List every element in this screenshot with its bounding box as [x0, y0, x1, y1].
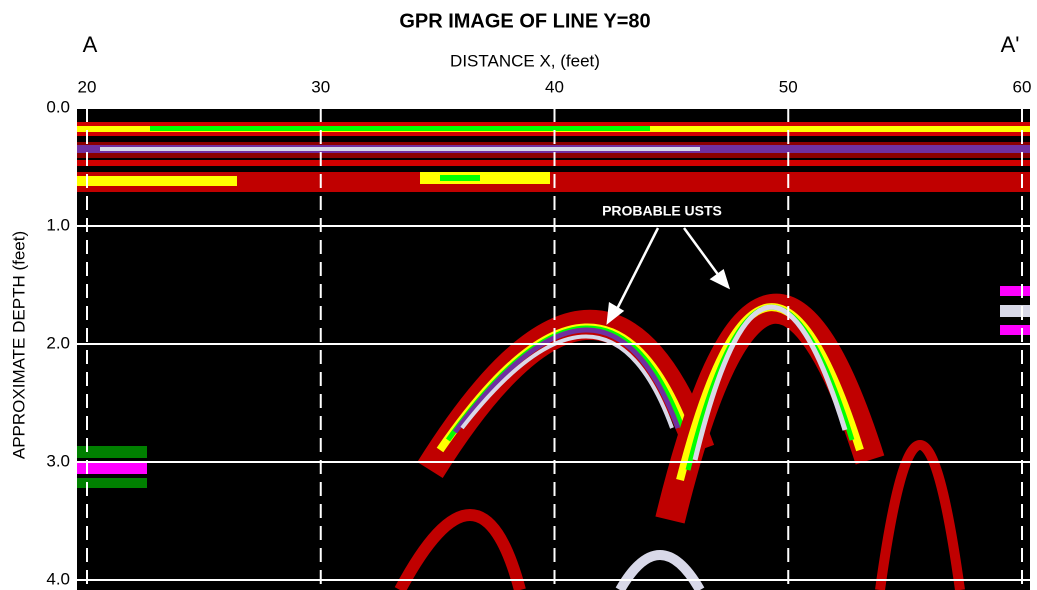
x-axis-label: DISTANCE X, (feet) — [450, 51, 600, 70]
section-label: A — [83, 32, 98, 57]
x-tick-label: 40 — [545, 77, 564, 96]
y-tick-label: 1.0 — [46, 215, 70, 234]
y-tick-label: 0.0 — [46, 97, 70, 116]
y-tick-label: 4.0 — [46, 569, 70, 588]
x-tick-label: 20 — [78, 77, 97, 96]
y-axis-label: APPROXIMATE DEPTH (feet) — [9, 231, 28, 459]
annotation: PROBABLE USTS — [602, 203, 722, 219]
y-tick-label: 2.0 — [46, 333, 70, 352]
y-tick-label: 3.0 — [46, 451, 70, 470]
x-tick-label: 30 — [311, 77, 330, 96]
x-tick-label: 50 — [779, 77, 798, 96]
section-label: A' — [1001, 32, 1020, 57]
annotation-arrows — [606, 227, 731, 325]
x-tick-label: 60 — [1013, 77, 1032, 96]
chart-title: GPR IMAGE OF LINE Y=80 — [399, 10, 650, 32]
